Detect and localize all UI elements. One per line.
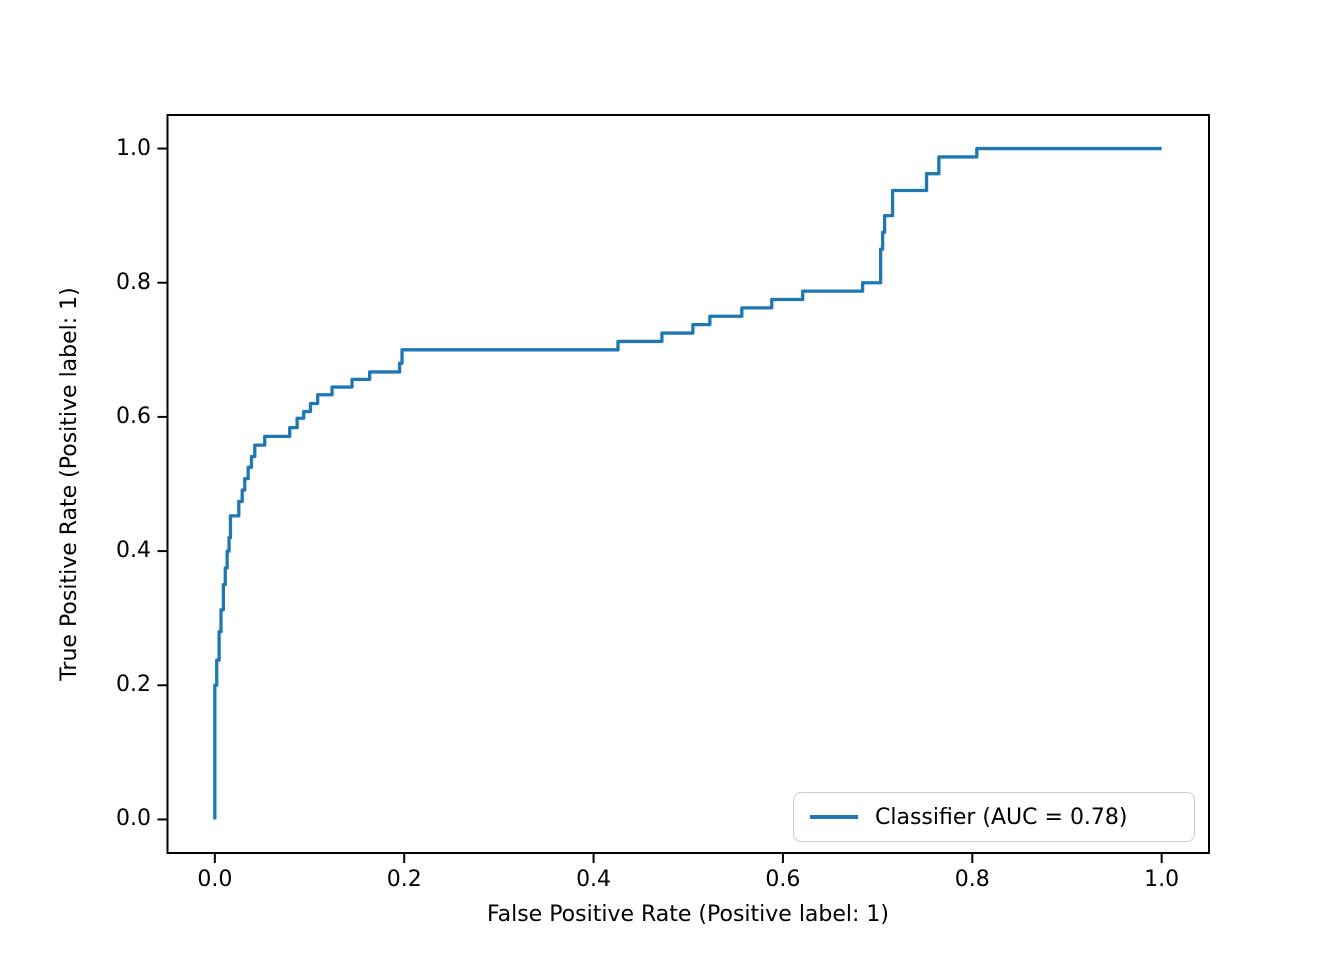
x-tick-label: 0.4 bbox=[576, 867, 612, 892]
y-tick-label: 0.0 bbox=[116, 806, 151, 832]
legend-line-sample bbox=[810, 815, 858, 819]
legend-label: Classifier (AUC = 0.78) bbox=[875, 804, 1128, 830]
axis-ticks bbox=[157, 147, 1163, 863]
y-tick-label: 1.0 bbox=[116, 135, 151, 161]
y-tick-label: 0.6 bbox=[116, 403, 151, 429]
y-tick-label: 0.4 bbox=[116, 538, 151, 564]
x-axis-label: False Positive Rate (Positive label: 1) bbox=[486, 902, 890, 927]
x-tick-label: 0.2 bbox=[386, 867, 422, 892]
x-tick-label: 0.8 bbox=[954, 867, 990, 892]
roc-curve-line bbox=[213, 146, 1162, 820]
y-axis-label: True Positive Rate (Positive label: 1) bbox=[57, 287, 82, 681]
x-tick-label: 0.6 bbox=[765, 867, 801, 892]
x-tick-label: 0.0 bbox=[197, 867, 233, 892]
y-tick-label: 0.2 bbox=[116, 672, 151, 698]
y-tick-label: 0.8 bbox=[116, 269, 151, 295]
plot-border bbox=[166, 114, 1210, 854]
x-tick-label: 1.0 bbox=[1144, 867, 1180, 892]
legend: Classifier (AUC = 0.78) bbox=[793, 792, 1195, 842]
